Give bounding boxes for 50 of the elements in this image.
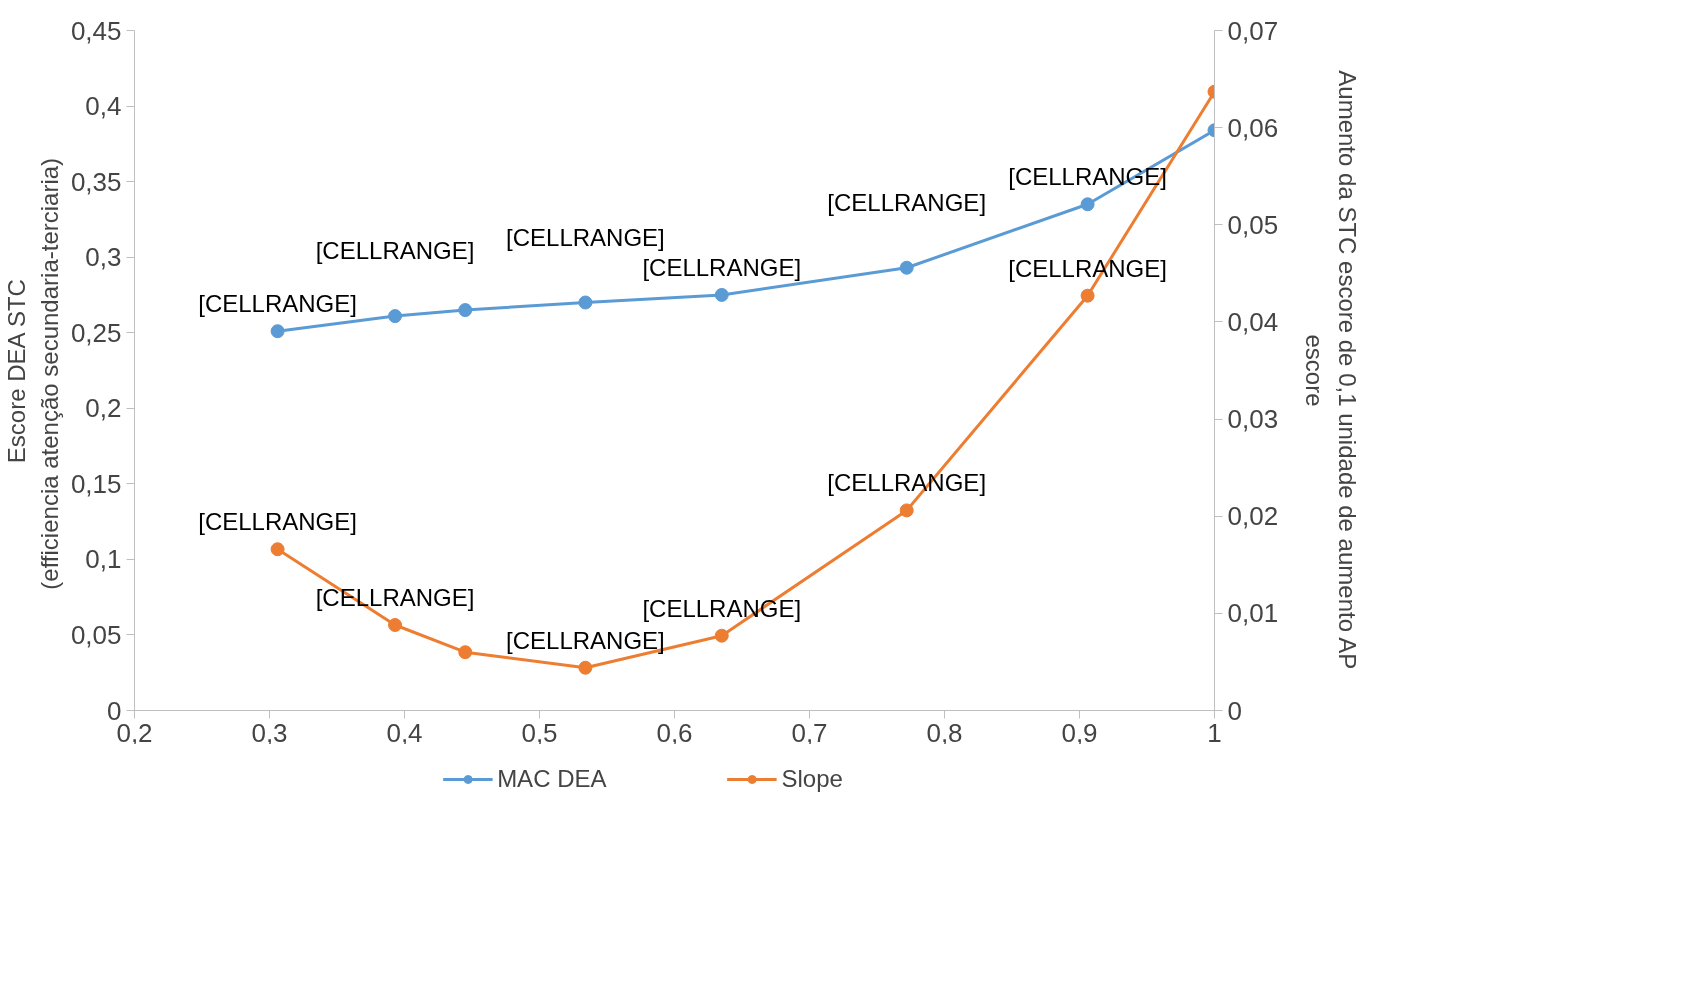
data-label: [CELLRANGE] bbox=[506, 626, 665, 654]
x-tick-label: 0,5 bbox=[521, 717, 558, 748]
y2-axis-title: Aumento da STC escore de 0,1 unidade de aumento AP escore bbox=[1301, 70, 1361, 670]
legend-label: MAC DEA bbox=[497, 765, 607, 793]
data-label: [CELLRANGE] bbox=[827, 188, 987, 216]
y-tick-label: 0,4 bbox=[85, 91, 122, 122]
y-tick-label: 0,35 bbox=[70, 166, 122, 197]
y-tick-label: 0,1 bbox=[85, 544, 122, 575]
y-tick-label: 0,3 bbox=[85, 242, 122, 273]
y-tick-label: 0,45 bbox=[70, 15, 122, 46]
y2-tick-label: 0,04 bbox=[1227, 306, 1279, 337]
y-tick-label: 0,15 bbox=[70, 468, 122, 499]
point bbox=[388, 309, 403, 324]
y2-tick-label: 0,05 bbox=[1227, 209, 1279, 240]
y-tick-label: 0,05 bbox=[70, 619, 122, 650]
data-label: [CELLRANGE] bbox=[198, 290, 357, 318]
data-label: [CELLRANGE] bbox=[506, 223, 665, 251]
x-tick-label: 0,8 bbox=[926, 717, 963, 748]
data-label: [CELLRANGE] bbox=[198, 508, 357, 536]
y2-tick-label: 0,03 bbox=[1227, 404, 1279, 435]
point bbox=[458, 303, 473, 318]
y2-tick-label: 0 bbox=[1227, 695, 1242, 726]
x-tick-label: 0,9 bbox=[1061, 717, 1098, 748]
x-tick-label: 0,3 bbox=[251, 717, 288, 748]
y-tick-label: 0,25 bbox=[70, 317, 122, 348]
data-label: [CELLRANGE] bbox=[642, 253, 802, 281]
x-tick-label: 0,6 bbox=[656, 717, 693, 748]
point bbox=[578, 295, 593, 310]
y-axis-title: Escore DEA STC (efficiencia atenção secundaria-terciaria) bbox=[3, 157, 63, 590]
y2-tick-label: 0,01 bbox=[1227, 598, 1279, 629]
y2-tick-label: 0,06 bbox=[1227, 112, 1279, 143]
point bbox=[270, 324, 285, 339]
point bbox=[458, 645, 473, 660]
x-tick-label: 0,7 bbox=[791, 717, 828, 748]
y2-tick-label: 0,02 bbox=[1227, 501, 1279, 532]
point bbox=[714, 287, 729, 302]
y-tick-label: 0,2 bbox=[85, 393, 122, 424]
y2-tick-label: 0,07 bbox=[1227, 15, 1279, 46]
point bbox=[578, 660, 593, 675]
point bbox=[899, 503, 914, 518]
x-tick-label: 0,4 bbox=[386, 717, 423, 748]
point bbox=[714, 628, 729, 643]
point bbox=[388, 618, 403, 632]
point bbox=[1080, 288, 1095, 303]
point bbox=[270, 542, 285, 557]
point bbox=[899, 260, 914, 275]
point bbox=[1080, 197, 1095, 212]
data-label: [CELLRANGE] bbox=[315, 237, 475, 265]
legend-label: Slope bbox=[781, 765, 843, 793]
x-tick-label: 1 bbox=[1207, 717, 1222, 748]
